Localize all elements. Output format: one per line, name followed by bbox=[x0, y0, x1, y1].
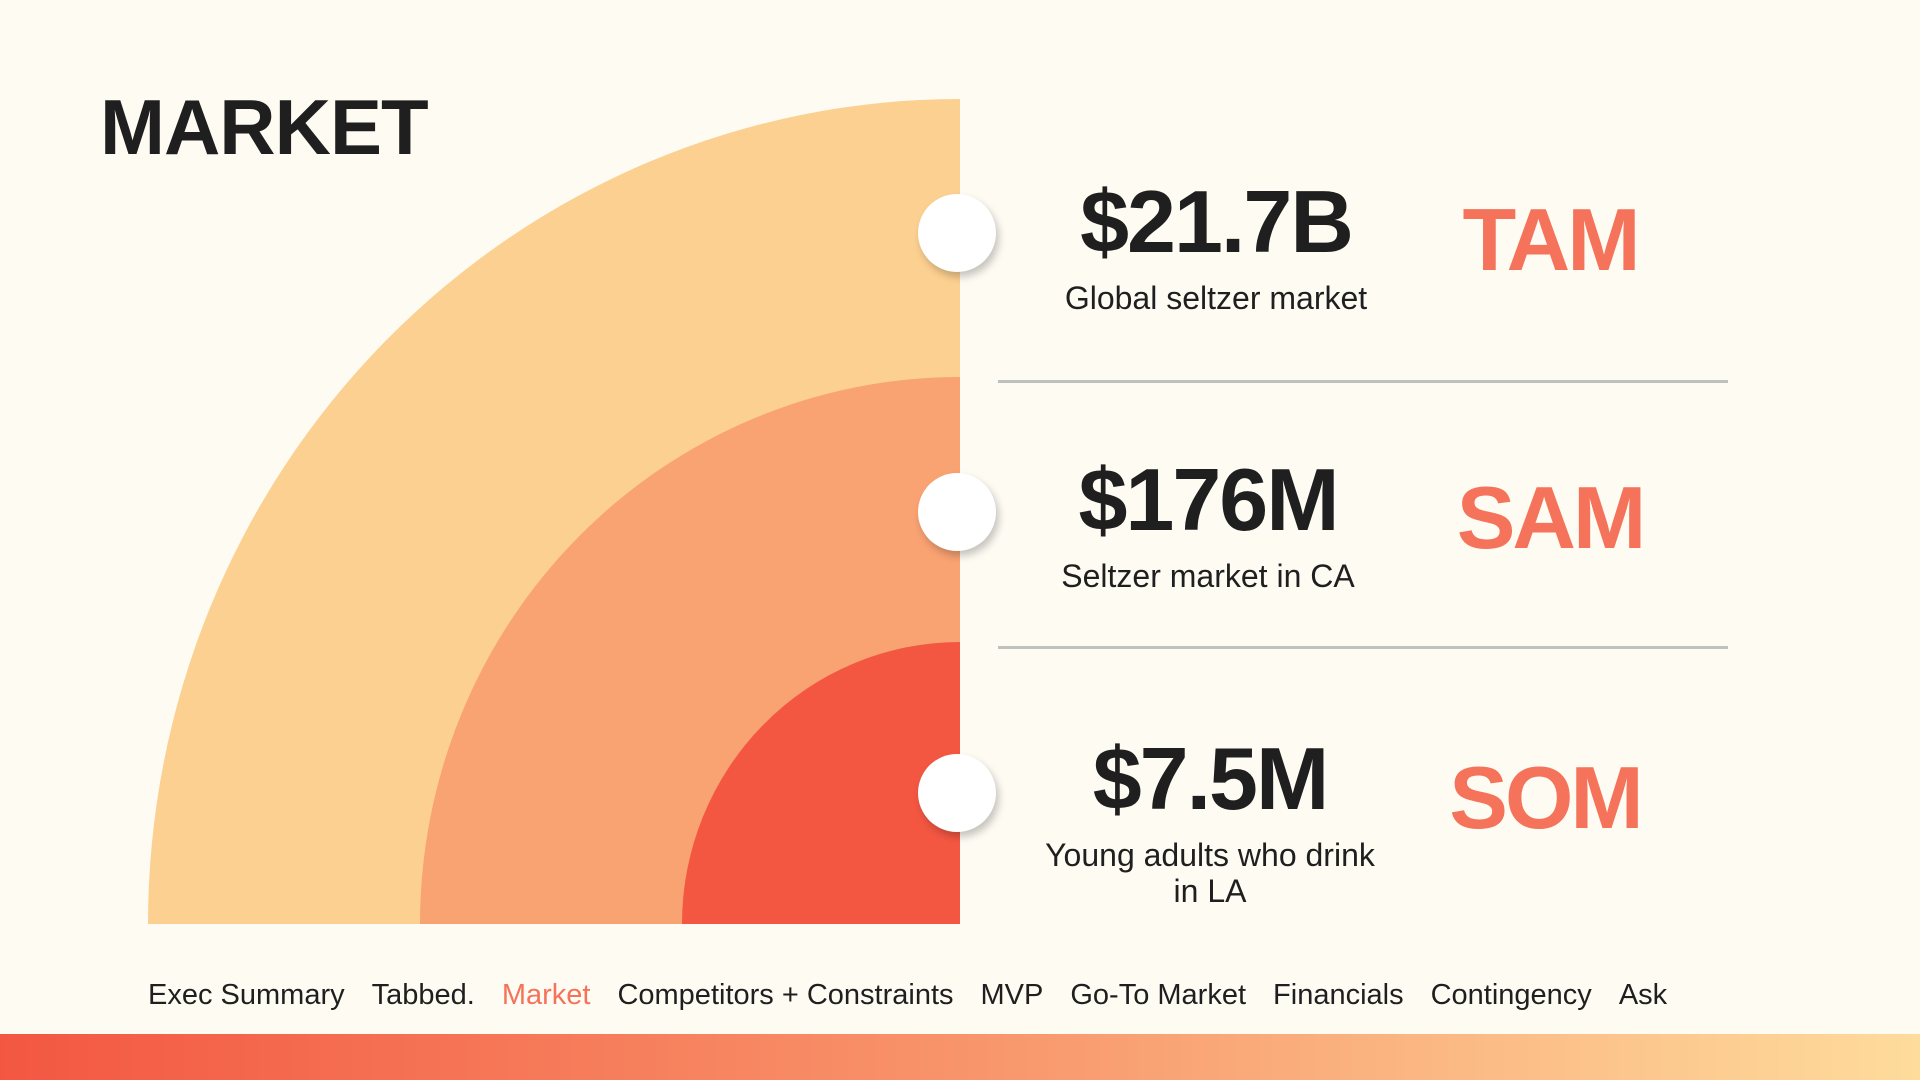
bottom-gradient-bar bbox=[0, 1034, 1920, 1080]
nav-item-mvp[interactable]: MVP bbox=[980, 979, 1044, 1011]
nav-item-go-to-market[interactable]: Go-To Market bbox=[1070, 979, 1247, 1011]
divider-bottom bbox=[998, 646, 1728, 649]
tam-value: $21.7B bbox=[1080, 172, 1354, 271]
som-value: $7.5M bbox=[1092, 729, 1330, 828]
tam-description: Global seltzer market bbox=[1064, 280, 1368, 316]
divider-top bbox=[998, 380, 1728, 383]
sam-value: $176M bbox=[1078, 450, 1339, 549]
sam-metric: $176M Seltzer market in CA bbox=[1028, 450, 1388, 595]
nav-item-tabbed[interactable]: Tabbed. bbox=[371, 979, 475, 1011]
som-metric: $7.5M Young adults who drink in LA bbox=[1030, 729, 1390, 910]
nav-item-market[interactable]: Market bbox=[501, 979, 591, 1011]
tam-label: TAM bbox=[1462, 190, 1640, 289]
nav-item-contingency[interactable]: Contingency bbox=[1430, 979, 1592, 1011]
tam-metric: $21.7B Global seltzer market bbox=[1036, 172, 1396, 317]
nav-item-exec-summary[interactable]: Exec Summary bbox=[148, 979, 345, 1011]
sam-description: Seltzer market in CA bbox=[1061, 558, 1355, 594]
nav-item-competitors-constraints[interactable]: Competitors + Constraints bbox=[617, 979, 954, 1011]
slide-title: MARKET bbox=[100, 83, 429, 171]
sam-marker-knob bbox=[918, 473, 996, 551]
som-ring bbox=[682, 642, 960, 924]
sam-label: SAM bbox=[1456, 468, 1647, 567]
som-marker-knob bbox=[918, 754, 996, 832]
som-description: Young adults who drink in LA bbox=[1045, 837, 1375, 909]
tam-marker-knob bbox=[918, 194, 996, 272]
nav-item-financials[interactable]: Financials bbox=[1273, 979, 1404, 1011]
nav-item-ask[interactable]: Ask bbox=[1618, 979, 1668, 1011]
section-nav: Exec Summary Tabbed. Market Competitors … bbox=[148, 978, 1667, 1012]
som-label: SOM bbox=[1449, 748, 1643, 847]
